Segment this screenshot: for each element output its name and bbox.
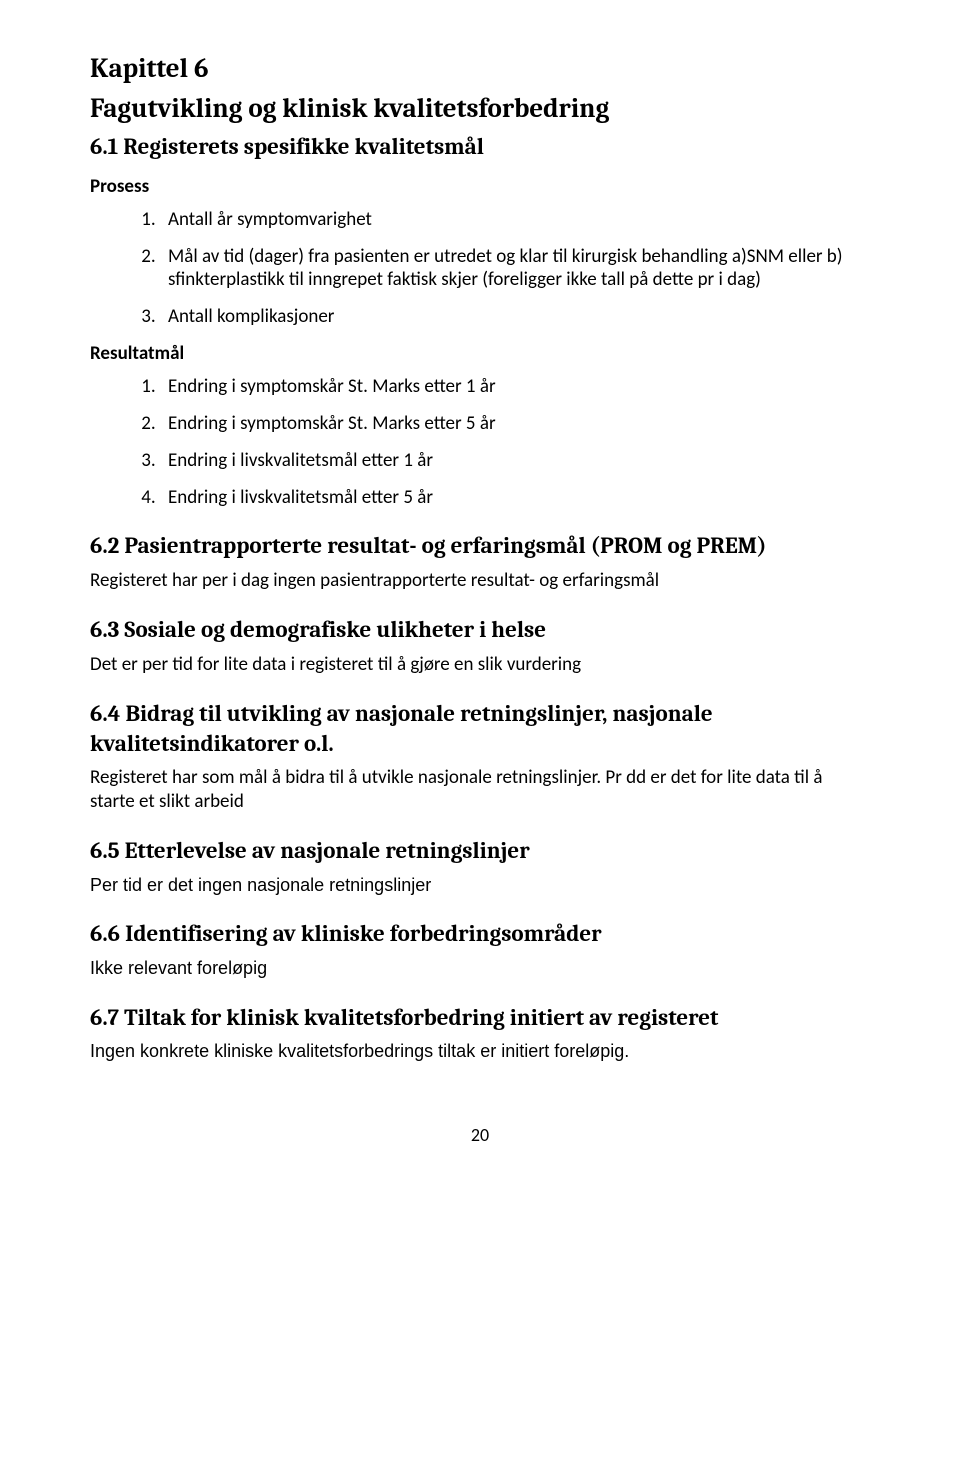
section-6-5-title: 6.5 Etterlevelse av nasjonale retningsli… (90, 836, 870, 866)
list-item: Mål av tid (dager) fra pasienten er utre… (160, 245, 870, 291)
section-6-6-title: 6.6 Identifisering av kliniske forbedrin… (90, 919, 870, 949)
list-item: Antall komplikasjoner (160, 305, 870, 328)
section-6-4-text: Registeret har som mål å bidra til å utv… (90, 766, 870, 814)
section-6-5-text: Per tid er det ingen nasjonale retningsl… (90, 874, 870, 897)
section-6-4-title: 6.4 Bidrag til utvikling av nasjonale re… (90, 699, 870, 759)
list-item: Endring i livskvalitetsmål etter 1 år (160, 449, 870, 472)
resultatmal-list: Endring i symptomskår St. Marks etter 1 … (90, 375, 870, 509)
list-item: Antall år symptomvarighet (160, 208, 870, 231)
section-6-6-text: Ikke relevant foreløpig (90, 957, 870, 980)
chapter-heading-line1: Kapittel 6 (90, 52, 870, 86)
prosess-label: Prosess (90, 175, 870, 198)
section-6-2-title: 6.2 Pasientrapporterte resultat- og erfa… (90, 531, 870, 561)
section-6-3-text: Det er per tid for lite data i registere… (90, 653, 870, 677)
prosess-list: Antall år symptomvarighet Mål av tid (da… (90, 208, 870, 328)
section-6-1-title: 6.1 Registerets spesifikke kvalitetsmål (90, 132, 870, 162)
section-6-2-text: Registeret har per i dag ingen pasientra… (90, 569, 870, 593)
section-6-7-text: Ingen konkrete kliniske kvalitetsforbedr… (90, 1040, 870, 1063)
list-item: Endring i symptomskår St. Marks etter 1 … (160, 375, 870, 398)
section-6-3-title: 6.3 Sosiale og demografiske ulikheter i … (90, 615, 870, 645)
list-item: Endring i livskvalitetsmål etter 5 år (160, 486, 870, 509)
list-item: Endring i symptomskår St. Marks etter 5 … (160, 412, 870, 435)
resultatmal-label: Resultatmål (90, 342, 870, 365)
chapter-heading-line2: Fagutvikling og klinisk kvalitetsforbedr… (90, 92, 870, 126)
page-number: 20 (90, 1124, 870, 1146)
section-6-7-title: 6.7 Tiltak for klinisk kvalitetsforbedri… (90, 1003, 870, 1033)
